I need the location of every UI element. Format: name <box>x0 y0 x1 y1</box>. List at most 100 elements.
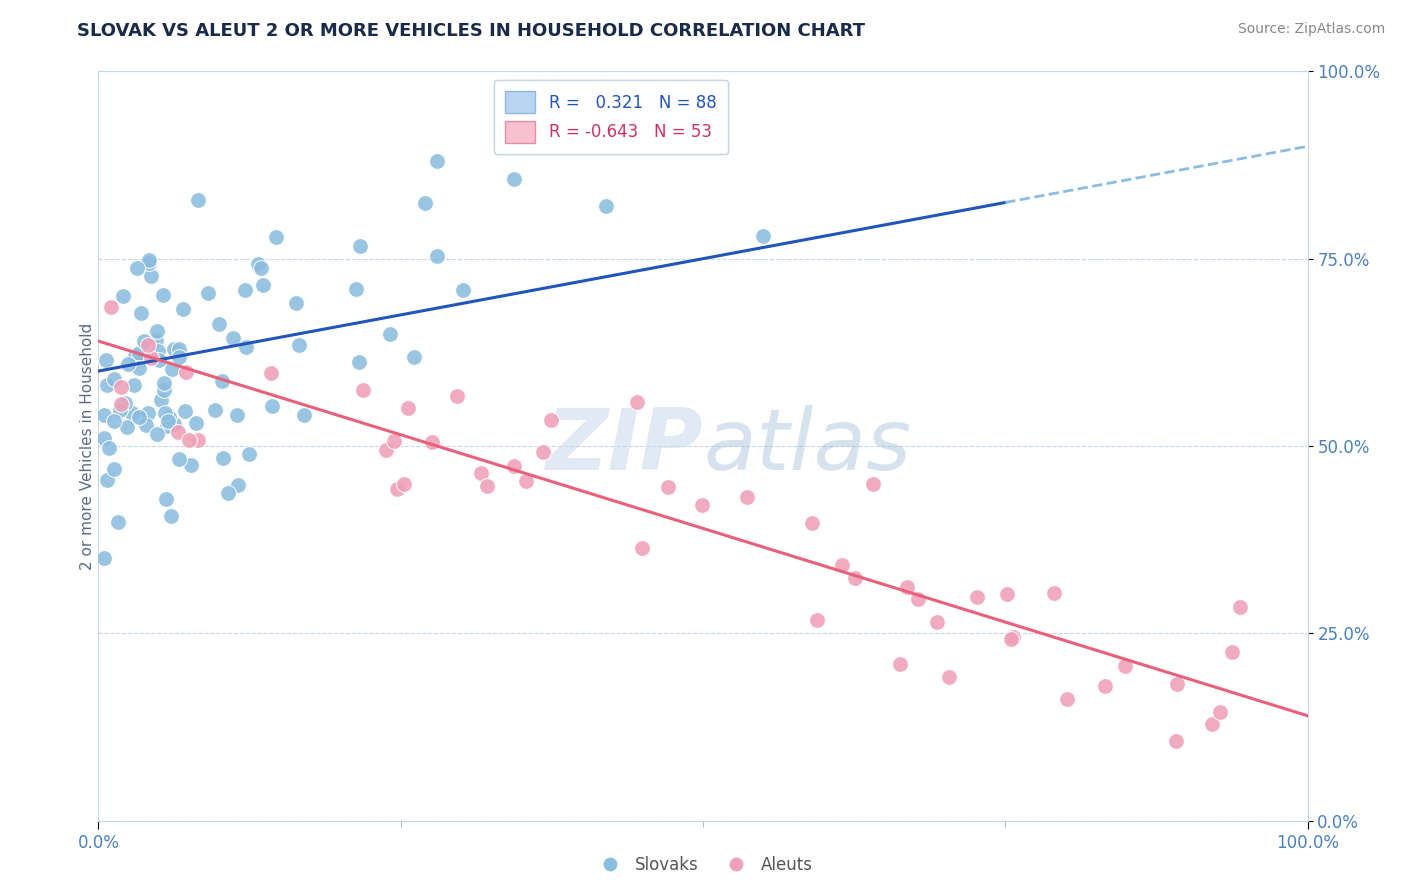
Point <box>292 409 315 423</box>
Point <box>382 434 405 448</box>
Point <box>167 342 190 356</box>
Point <box>163 417 186 432</box>
Point <box>260 399 283 413</box>
Point <box>451 284 474 298</box>
Point <box>217 486 239 500</box>
Point <box>174 403 197 417</box>
Point <box>1209 705 1232 719</box>
Point <box>378 327 401 342</box>
Point <box>103 462 125 476</box>
Point <box>260 366 283 380</box>
Point <box>136 338 159 352</box>
Point <box>690 498 713 512</box>
Point <box>349 355 371 369</box>
Point <box>136 406 159 420</box>
Point <box>1094 679 1116 693</box>
Point <box>375 443 398 458</box>
Point <box>426 154 449 169</box>
Point <box>93 409 115 423</box>
Point <box>862 476 884 491</box>
Point <box>225 409 247 423</box>
Point <box>208 317 231 331</box>
Point <box>167 425 190 439</box>
Point <box>179 433 201 447</box>
Point <box>187 193 209 207</box>
Point <box>117 357 139 371</box>
Point <box>135 417 157 432</box>
Point <box>103 372 125 386</box>
Point <box>966 590 988 604</box>
Text: atlas: atlas <box>703 404 911 488</box>
Point <box>110 397 132 411</box>
Point <box>94 353 117 368</box>
Point <box>108 403 131 417</box>
Point <box>907 591 929 606</box>
Text: Source: ZipAtlas.com: Source: ZipAtlas.com <box>1237 22 1385 37</box>
Point <box>155 406 177 420</box>
Point <box>139 268 162 283</box>
Point <box>752 229 775 244</box>
Point <box>138 255 160 269</box>
Point <box>1164 734 1187 748</box>
Point <box>153 376 176 390</box>
Legend: R =   0.321   N = 88, R = -0.643   N = 53: R = 0.321 N = 88, R = -0.643 N = 53 <box>494 79 728 154</box>
Point <box>246 256 269 270</box>
Point <box>226 477 249 491</box>
Point <box>285 296 308 310</box>
Point <box>187 433 209 447</box>
Point <box>145 324 167 338</box>
Point <box>249 260 271 275</box>
Point <box>352 383 374 397</box>
Point <box>96 378 118 392</box>
Point <box>938 670 960 684</box>
Point <box>122 377 145 392</box>
Point <box>235 340 257 354</box>
Point <box>801 516 824 530</box>
Point <box>157 409 180 424</box>
Point <box>889 657 911 672</box>
Point <box>420 435 443 450</box>
Point <box>503 458 526 473</box>
Point <box>150 393 173 408</box>
Point <box>172 302 194 317</box>
Point <box>155 491 177 506</box>
Point <box>146 343 169 358</box>
Point <box>404 350 426 364</box>
Point <box>344 282 367 296</box>
Text: ZIP: ZIP <box>546 404 703 488</box>
Y-axis label: 2 or more Vehicles in Household: 2 or more Vehicles in Household <box>80 322 94 570</box>
Point <box>127 261 149 276</box>
Point <box>470 466 492 480</box>
Point <box>128 361 150 376</box>
Point <box>112 289 135 303</box>
Point <box>103 414 125 428</box>
Point <box>995 587 1018 601</box>
Point <box>626 394 648 409</box>
Point <box>396 401 419 416</box>
Text: SLOVAK VS ALEUT 2 OR MORE VEHICLES IN HOUSEHOLD CORRELATION CHART: SLOVAK VS ALEUT 2 OR MORE VEHICLES IN HO… <box>77 22 865 40</box>
Point <box>222 331 245 345</box>
Point <box>93 550 115 565</box>
Point <box>1166 677 1188 691</box>
Point <box>413 195 436 210</box>
Point <box>1229 600 1251 615</box>
Point <box>156 414 179 428</box>
Point <box>1056 692 1078 706</box>
Point <box>186 417 208 431</box>
Point <box>1002 630 1025 644</box>
Point <box>1220 645 1243 659</box>
Point <box>145 427 167 442</box>
Point <box>153 384 176 398</box>
Point <box>115 420 138 434</box>
Point <box>128 410 150 425</box>
Point <box>1201 717 1223 731</box>
Point <box>145 333 167 347</box>
Point <box>1114 658 1136 673</box>
Point <box>288 337 311 351</box>
Point <box>134 334 156 349</box>
Point <box>540 413 562 427</box>
Point <box>96 473 118 487</box>
Point <box>238 448 260 462</box>
Point <box>124 349 146 363</box>
Point <box>159 508 181 523</box>
